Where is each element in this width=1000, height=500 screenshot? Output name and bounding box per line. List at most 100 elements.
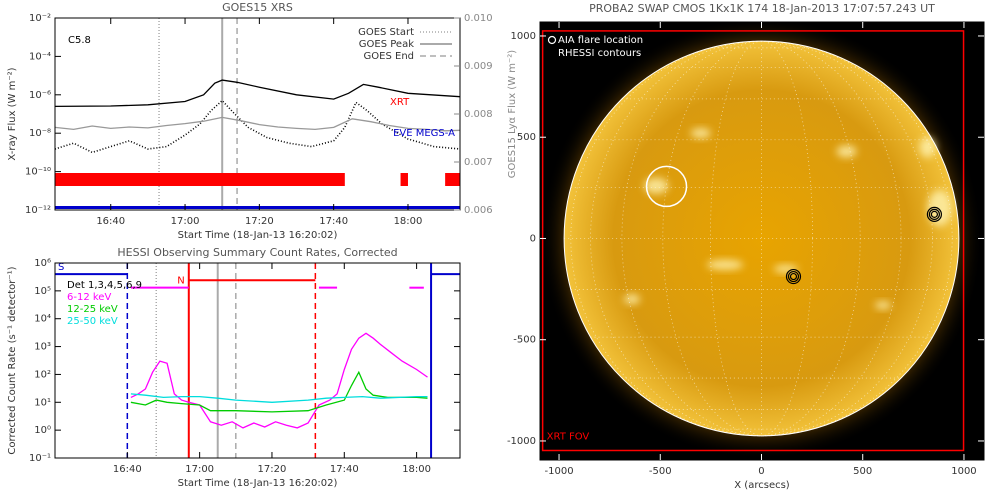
rhessi-contour [930, 210, 938, 218]
legend-label: GOES End [364, 51, 414, 62]
y-tick-label: 10¹ [34, 397, 51, 408]
y-tick-label: 10⁻¹² [25, 205, 51, 216]
x-axis-label: Start Time (18-Jan-13 16:20:02) [178, 230, 338, 241]
x-tick-label: 17:00 [171, 216, 200, 227]
coverage-label: XRT [390, 97, 410, 108]
y-tick-label: 10⁻² [29, 13, 51, 24]
y-tick-label: -1000 [507, 436, 536, 447]
rhessi-contour [789, 272, 798, 281]
y-tick-label: 10⁻¹⁰ [25, 167, 51, 178]
chart-title: HESSI Observing Summary Count Rates, Cor… [117, 246, 397, 259]
flag-label: S [58, 262, 64, 273]
flag-label: N [177, 275, 184, 286]
x-tick-label: 16:40 [96, 216, 125, 227]
y-tick-label: -500 [513, 335, 536, 346]
x-tick-label: 17:20 [258, 464, 287, 475]
coverage-bar [55, 173, 345, 186]
x-tick-label: 1000 [951, 466, 976, 477]
legend-icon [547, 35, 557, 45]
y-tick-label: 10³ [34, 342, 51, 353]
y-tick-label: 10² [34, 369, 51, 380]
data-line [130, 332, 428, 429]
annotation: C5.8 [68, 35, 91, 46]
y2-tick-label: 0.010 [464, 13, 493, 24]
x-tick-label: 17:20 [245, 216, 274, 227]
x-tick-label: 17:40 [319, 216, 348, 227]
active-region [773, 264, 798, 273]
plot-frame [54, 262, 461, 459]
plot-frame [539, 21, 985, 461]
plot-area [55, 263, 460, 458]
active-region [623, 294, 641, 305]
x-axis-label: Start Time (18-Jan-13 16:20:02) [178, 478, 338, 489]
active-region [644, 177, 669, 194]
data-line [55, 116, 460, 132]
y2-axis-label: GOES15 Lyα Flux (W m⁻²) [507, 50, 518, 178]
legend-label: GOES Start [358, 27, 414, 38]
y-tick-label: 10⁵ [34, 286, 51, 297]
y-tick-label: 0 [530, 233, 536, 244]
legend-label: GOES Peak [359, 39, 414, 50]
legend-icon [547, 48, 557, 58]
x-tick-label: -500 [649, 466, 672, 477]
y-axis-label: Corrected Count Rate (s⁻¹ detector⁻¹) [7, 266, 18, 454]
active-region [706, 259, 744, 270]
active-region [874, 301, 892, 310]
aia-flare-circle [645, 165, 688, 208]
rhessi-contour [785, 268, 802, 285]
active-region [690, 128, 711, 139]
coverage-bar [55, 206, 460, 209]
xrt-fov [541, 30, 965, 452]
y2-tick-label: 0.007 [464, 157, 493, 168]
y-tick-label: 10⁰ [34, 425, 51, 436]
x-tick-label: 18:00 [402, 464, 431, 475]
y-tick-label: 10⁻¹ [29, 453, 51, 464]
data-line [130, 370, 428, 413]
grid-meridian [570, 40, 953, 437]
rhessi-contour [926, 206, 942, 222]
active-region [919, 137, 936, 158]
grid-meridian [590, 40, 933, 437]
legend-label: AIA flare location [558, 35, 643, 46]
y-tick-label: 10⁴ [34, 314, 51, 325]
rhessi-contour [928, 208, 940, 220]
x-tick-label: 0 [758, 466, 764, 477]
chart-title: PROBA2 SWAP CMOS 1Kx1K 174 18-Jan-2013 1… [589, 2, 935, 15]
y-tick-label: 10⁶ [34, 258, 51, 269]
y-axis-label: X-ray Flux (W m⁻²) [7, 67, 18, 160]
y2-tick-label: 0.009 [464, 61, 493, 72]
x-tick-label: 16:40 [113, 464, 142, 475]
legend-label: 6-12 keV [67, 292, 111, 303]
y-tick-label: 10⁻⁸ [29, 128, 51, 139]
y2-tick-label: 0.006 [464, 205, 493, 216]
x-tick-label: -1000 [545, 466, 574, 477]
legend-label: 12-25 keV [67, 304, 118, 315]
x-tick-label: 18:00 [394, 216, 423, 227]
data-line [55, 99, 460, 154]
active-region [836, 145, 857, 158]
x-tick-label: 17:40 [330, 464, 359, 475]
legend-label: RHESSI contours [558, 48, 641, 59]
legend-label: 25-50 keV [67, 316, 118, 327]
y2-tick-label: 0.008 [464, 109, 493, 120]
solar-disk [564, 41, 959, 436]
plot-area [55, 18, 460, 210]
coverage-label: EVE MEGS-A [393, 128, 455, 139]
xrt-fov-label: XRT FOV [547, 431, 590, 442]
data-line [55, 79, 460, 108]
y-tick-label: 10⁻⁶ [29, 90, 51, 101]
x-axis-label: X (arcsecs) [734, 480, 790, 491]
legend-title: Det 1,3,4,5,6,9 [67, 280, 142, 291]
x-tick-label: 500 [853, 466, 872, 477]
data-line [130, 393, 428, 403]
coverage-bar [445, 173, 460, 186]
y-tick-label: 500 [517, 132, 536, 143]
image-area [540, 22, 984, 460]
chart-title: GOES15 XRS [222, 1, 293, 14]
coverage-bar [400, 173, 408, 186]
rhessi-contour [787, 270, 800, 283]
x-tick-label: 17:00 [185, 464, 214, 475]
y-tick-label: 10⁻⁴ [29, 51, 51, 62]
y-tick-label: 1000 [511, 31, 536, 42]
